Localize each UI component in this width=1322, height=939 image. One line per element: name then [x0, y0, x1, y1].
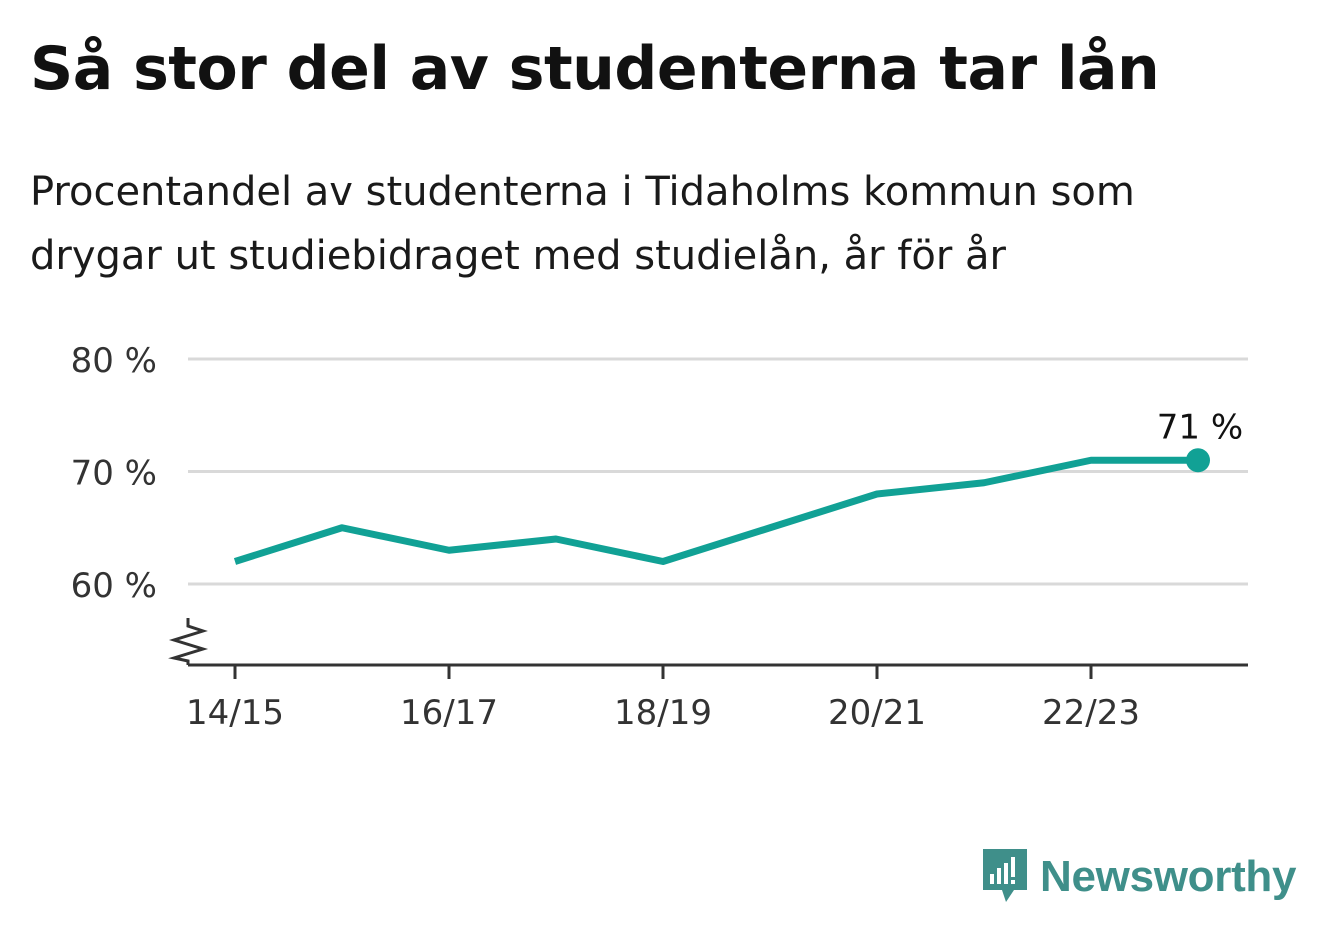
x-tick-label: 20/21 — [828, 693, 926, 733]
chart-subtitle: Procentandel av studenterna i Tidaholms … — [30, 169, 1135, 279]
x-tick-label: 18/19 — [614, 693, 712, 733]
x-axis: 14/15 16/17 18/19 20/21 22/23 — [168, 618, 1248, 733]
y-axis-ticks: 60 % 70 % 80 % — [71, 341, 157, 606]
x-tick-label: 22/23 — [1042, 693, 1140, 733]
chart-title: Så stor del av studenterna tar lån — [30, 34, 1160, 104]
x-tick-label: 14/15 — [186, 693, 284, 733]
newsworthy-logo-icon — [983, 849, 1027, 902]
y-tick-label: 60 % — [71, 566, 157, 606]
y-tick-label: 70 % — [71, 454, 157, 494]
axis-break-icon — [168, 618, 209, 665]
y-tick-label: 80 % — [71, 341, 157, 381]
gridlines — [188, 357, 1248, 586]
brand-logo: Newsworthy — [980, 846, 1296, 908]
series-group: 71 % — [233, 407, 1243, 565]
series-line — [233, 456, 1198, 565]
last-value-label: 71 % — [1157, 407, 1243, 447]
brand-name: Newsworthy — [1040, 852, 1297, 901]
last-point-marker — [1186, 448, 1210, 473]
x-tick-label: 16/17 — [400, 693, 498, 733]
